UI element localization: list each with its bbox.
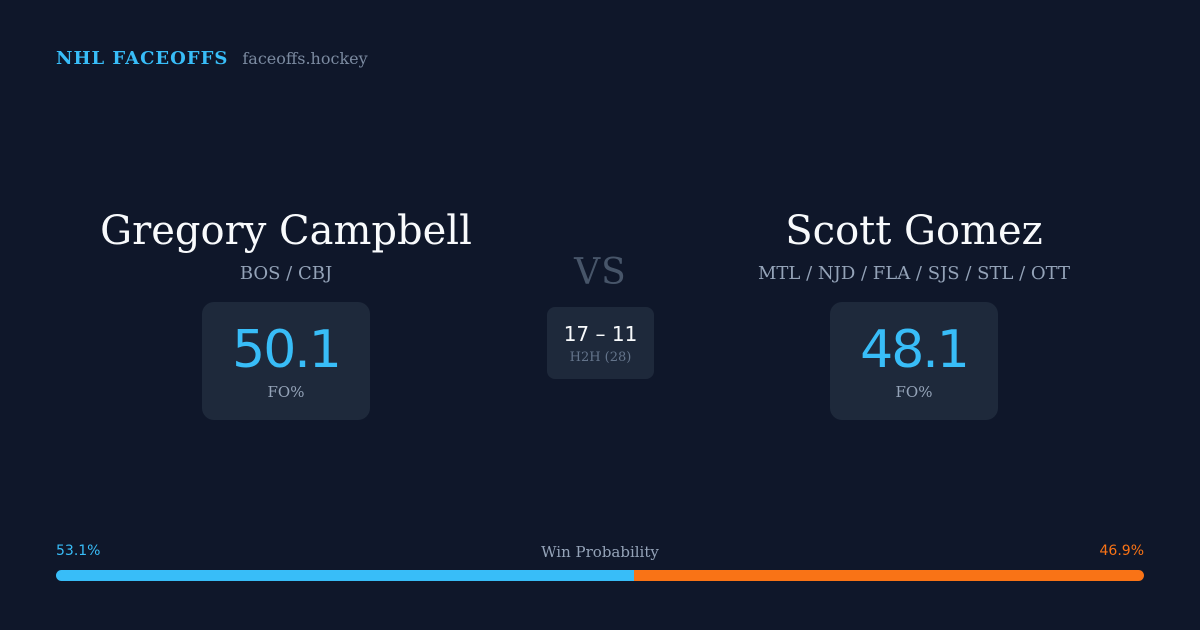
win-probability: 53.1% Win Probability 46.9% [56, 543, 1144, 581]
head-to-head-label: H2H (28) [569, 349, 632, 365]
brand-url[interactable]: faceoffs.hockey [242, 49, 368, 68]
player-teams: MTL / NJD / FLA / SJS / STL / OTT [757, 263, 1071, 284]
win-probability-left-value: 53.1% [56, 543, 101, 559]
player-left: Gregory Campbell BOS / CBJ 50.1 FO% [56, 205, 516, 420]
head-to-head-score: 17 – 11 [563, 321, 638, 346]
win-probability-labels: 53.1% Win Probability 46.9% [56, 543, 1144, 563]
versus-block: VS 17 – 11 H2H (28) [547, 252, 654, 379]
win-probability-bar [56, 570, 1144, 581]
brand-header: NHL FACEOFFS faceoffs.hockey [56, 48, 368, 69]
win-probability-title: Win Probability [541, 543, 659, 561]
faceoff-stat-card: 50.1 FO% [202, 302, 370, 420]
win-probability-right-value: 46.9% [1099, 543, 1144, 559]
faceoff-percentage-value: 50.1 [232, 320, 342, 380]
brand-name: NHL FACEOFFS [56, 48, 229, 69]
win-probability-bar-right [633, 570, 1144, 581]
player-name: Scott Gomez [785, 208, 1043, 254]
head-to-head-card: 17 – 11 H2H (28) [547, 307, 654, 379]
win-probability-bar-left [56, 570, 634, 581]
player-name: Gregory Campbell [100, 208, 472, 254]
player-right: Scott Gomez MTL / NJD / FLA / SJS / STL … [684, 205, 1144, 420]
faceoff-percentage-value: 48.1 [860, 320, 970, 380]
player-teams: BOS / CBJ [239, 263, 333, 284]
faceoff-stat-card: 48.1 FO% [830, 302, 998, 420]
vs-label: VS [574, 252, 627, 293]
faceoff-percentage-label: FO% [895, 383, 933, 401]
faceoff-percentage-label: FO% [267, 383, 305, 401]
